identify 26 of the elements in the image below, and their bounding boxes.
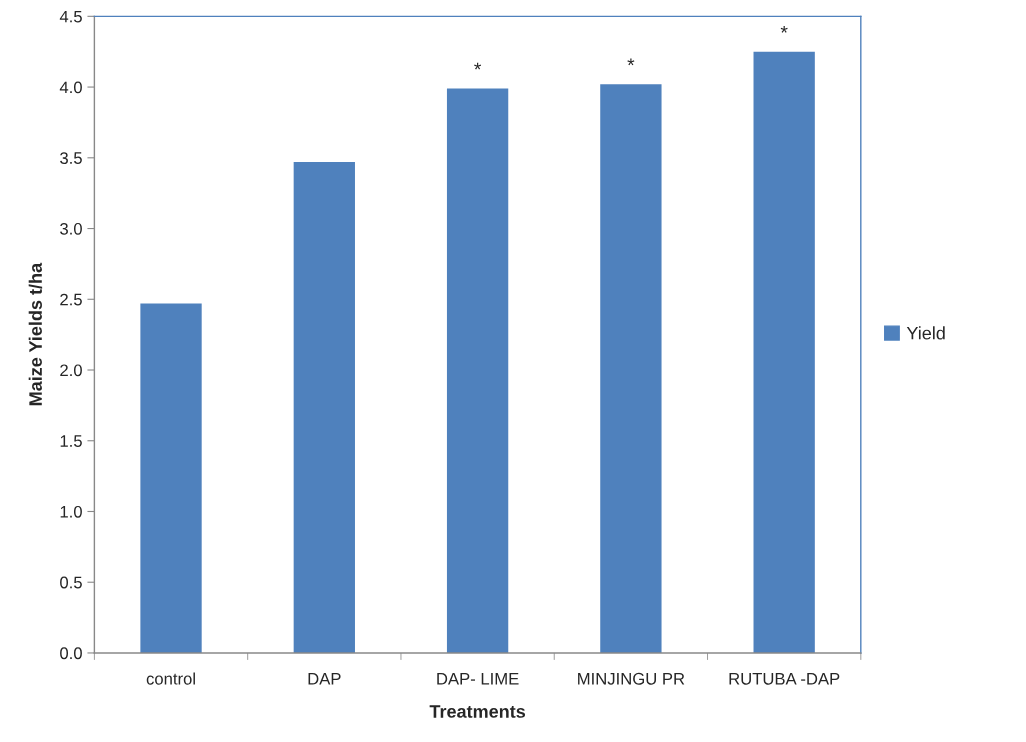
legend-label: Yield (906, 326, 945, 340)
y-tick-label: 0.0 (60, 647, 82, 660)
x-tick-label: RUTUBA -DAP (729, 673, 840, 685)
y-tick-label: 2.0 (60, 364, 82, 377)
bar (140, 303, 202, 653)
y-tick-label: 3.0 (60, 222, 82, 235)
bar (753, 51, 815, 653)
y-axis-title: Maize Yields t/ha (28, 262, 43, 406)
x-tick-label: DAP (308, 673, 341, 685)
annotation: * (780, 25, 788, 33)
annotation: * (474, 62, 482, 70)
y-tick-label: 4.0 (59, 81, 82, 94)
bar (446, 88, 509, 653)
y-tick-label: 1.0 (60, 505, 82, 518)
x-tick-label: DAP- LIME (437, 673, 519, 685)
bar (293, 162, 355, 653)
y-tick-label: 0.5 (60, 576, 82, 589)
annotation: * (627, 58, 635, 66)
y-tick-label: 2.5 (60, 293, 82, 306)
x-tick-label: control (146, 672, 195, 685)
y-tick-label: 1.5 (60, 435, 82, 447)
x-axis-title: Treatments (429, 705, 526, 718)
x-tick-label: MINJINGU PR (578, 672, 685, 685)
bar (600, 84, 662, 653)
y-tick-label: 3.5 (60, 152, 82, 164)
y-tick-label: 4.5 (59, 10, 82, 23)
